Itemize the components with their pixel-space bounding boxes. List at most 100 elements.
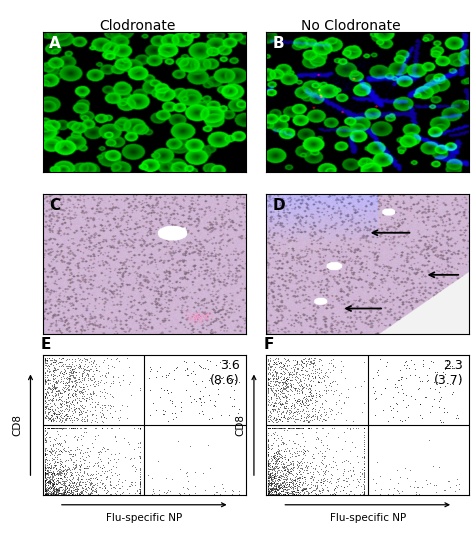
Point <box>311 373 319 382</box>
Point <box>46 489 53 497</box>
Point <box>340 465 347 473</box>
Point <box>285 436 292 444</box>
Point <box>137 452 144 461</box>
Point <box>46 472 54 480</box>
Point <box>87 357 95 365</box>
Point <box>42 476 50 485</box>
Point <box>228 489 236 498</box>
Point <box>45 478 52 487</box>
Point <box>265 466 273 475</box>
Point <box>293 480 301 489</box>
Point <box>266 469 274 478</box>
Point <box>71 479 78 487</box>
Point <box>280 385 287 393</box>
Point <box>58 459 65 468</box>
Point <box>282 386 289 395</box>
Point <box>333 410 340 419</box>
Point <box>267 479 274 488</box>
Point <box>284 461 292 469</box>
Point <box>65 401 73 410</box>
Point <box>282 488 290 497</box>
Point <box>123 484 130 493</box>
Point <box>307 488 314 497</box>
Point <box>68 358 76 366</box>
Point <box>53 458 61 466</box>
Point <box>82 395 89 404</box>
Point <box>293 415 301 423</box>
Point <box>41 475 48 484</box>
Point <box>276 386 284 395</box>
Point <box>278 423 286 432</box>
Point <box>264 380 272 389</box>
Point <box>53 423 61 432</box>
Point <box>396 473 403 482</box>
Point <box>291 384 299 393</box>
Point <box>314 435 321 443</box>
Point <box>43 390 50 398</box>
Point <box>56 378 64 386</box>
Point <box>55 486 62 495</box>
Point <box>69 409 77 417</box>
Point <box>271 359 278 367</box>
Point <box>63 363 71 372</box>
Point <box>75 461 82 470</box>
Point <box>109 392 117 401</box>
Point <box>64 407 72 415</box>
Point <box>42 378 50 386</box>
Point <box>274 357 282 366</box>
Point <box>55 409 63 418</box>
Point <box>275 487 283 496</box>
Point <box>87 365 94 373</box>
Point <box>89 483 97 491</box>
Point <box>274 485 282 494</box>
Point <box>45 477 52 485</box>
Point <box>55 470 63 479</box>
Point <box>99 401 106 409</box>
Point <box>270 475 277 483</box>
Point <box>306 417 313 426</box>
Point <box>118 401 126 409</box>
Point <box>264 462 272 470</box>
Point <box>268 479 276 487</box>
Point <box>66 367 73 376</box>
Point <box>50 483 58 491</box>
Point <box>60 470 68 478</box>
Point <box>314 489 321 498</box>
Point <box>61 399 68 408</box>
Point <box>281 480 289 489</box>
Point <box>277 483 284 491</box>
Point <box>47 423 55 432</box>
Point <box>128 462 136 471</box>
Point <box>67 486 75 494</box>
Point <box>369 383 376 391</box>
Point <box>301 353 309 362</box>
Point <box>58 489 66 498</box>
Point <box>279 475 287 483</box>
Point <box>273 374 280 383</box>
Point <box>265 470 273 479</box>
Point <box>61 486 69 495</box>
Point <box>307 377 314 385</box>
Text: E: E <box>41 337 51 352</box>
Point <box>302 362 310 370</box>
Point <box>50 409 58 417</box>
Point <box>92 469 100 478</box>
Point <box>312 444 319 452</box>
Point <box>41 377 48 385</box>
Point <box>55 386 62 395</box>
Point <box>153 367 160 376</box>
Point <box>69 485 77 494</box>
Point <box>297 374 304 383</box>
Point <box>46 477 53 485</box>
Point <box>293 486 301 495</box>
Point <box>440 485 447 494</box>
Point <box>52 366 59 374</box>
Point <box>97 376 105 384</box>
Point <box>50 488 57 497</box>
Point <box>279 362 286 370</box>
Point <box>315 386 323 395</box>
Point <box>311 480 319 489</box>
Point <box>294 373 301 382</box>
Point <box>300 483 308 492</box>
Point <box>303 401 310 409</box>
